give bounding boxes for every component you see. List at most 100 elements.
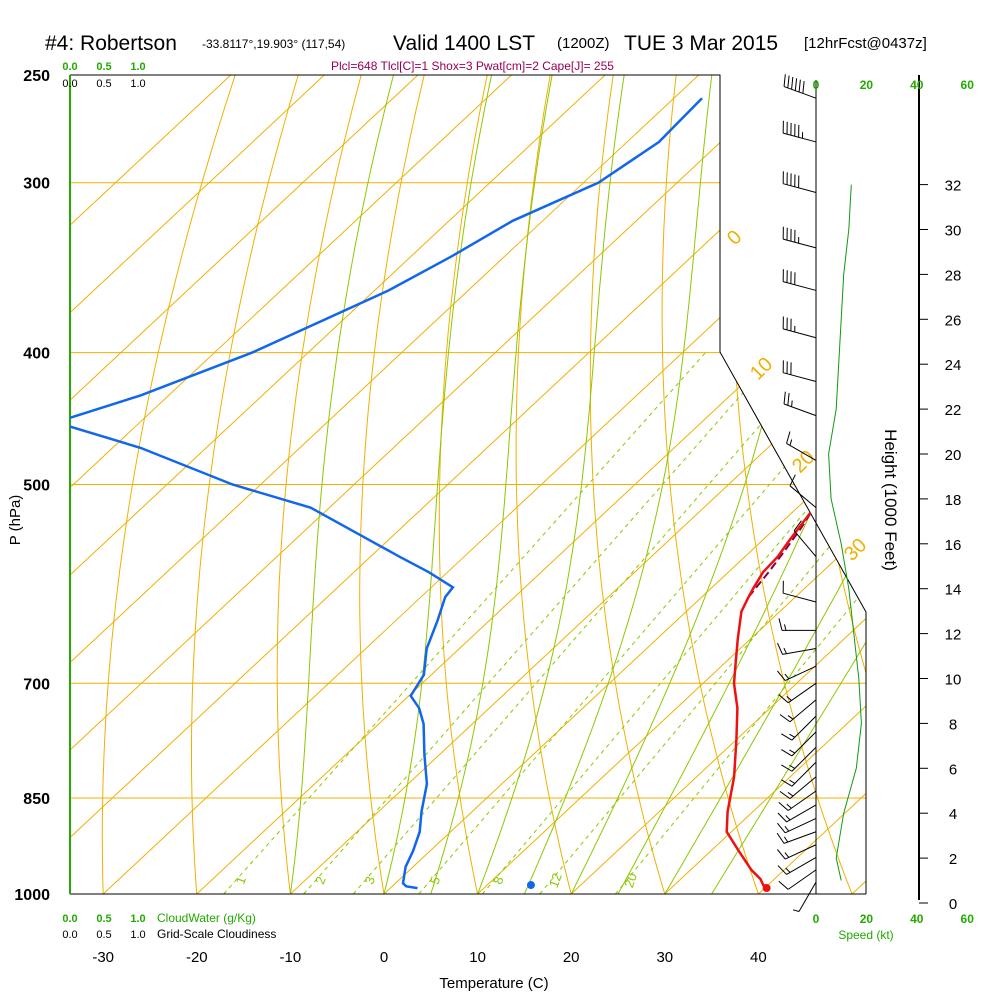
- wind-barb-staff: [791, 731, 817, 757]
- speed-tick-label-bottom: 20: [860, 912, 874, 926]
- isotherm-line: [70, 75, 512, 894]
- wind-barb-staff: [791, 715, 817, 741]
- wind-barb-flag: [789, 474, 796, 487]
- cloudiness-label: Grid-Scale Cloudiness: [157, 927, 276, 941]
- wind-barb: [781, 746, 817, 772]
- wind-barb-staff: [783, 372, 817, 382]
- cloudwater-scale-bottom-label: 1.0: [130, 913, 145, 925]
- wind-barb: [778, 790, 817, 811]
- wind-barb-staff: [783, 238, 817, 249]
- wind-barb-half-flag: [791, 400, 793, 407]
- wind-barb-flag: [787, 393, 790, 406]
- cloudwater-scale-top-label: 0.5: [96, 61, 111, 73]
- pressure-tick-label: 700: [23, 676, 50, 693]
- speed-tick-label-bottom: 40: [910, 912, 924, 926]
- wind-barb: [778, 682, 817, 704]
- height-tick-label: 32: [945, 178, 962, 195]
- wind-barbs: [776, 74, 862, 912]
- wind-barb-half-flag: [783, 836, 789, 843]
- isotherm-line: [851, 75, 866, 894]
- height-tick-label: 10: [945, 672, 962, 689]
- moist-adiabat-line: [523, 75, 713, 894]
- wind-barb-flag: [777, 822, 786, 834]
- station-title: #4: Robertson: [45, 32, 177, 55]
- isotherm-line: [290, 75, 866, 894]
- speed-tick-label-top: 20: [860, 78, 874, 92]
- wind-barb-staff: [786, 804, 817, 823]
- wind-barb-half-flag: [792, 909, 800, 912]
- height-tick-label: 28: [945, 267, 962, 284]
- dry-adiabat-line: [515, 75, 572, 894]
- wind-barb-flag: [787, 75, 790, 88]
- wind-barb-half-flag: [784, 624, 787, 631]
- moist-adiabat-line: [477, 75, 625, 894]
- cloudwater-scale-top-label: 0.0: [62, 61, 77, 73]
- speed-axis-label: Speed (kt): [838, 928, 893, 942]
- wind-barb-staff: [783, 86, 817, 99]
- wind-barb-flag: [783, 391, 786, 405]
- pressure-tick-label: 400: [23, 346, 50, 363]
- wind-barb-flag: [781, 749, 793, 757]
- wind-barb-staff: [787, 682, 817, 704]
- wind-barb-staff: [789, 776, 817, 799]
- wind-barb-staff: [782, 648, 817, 655]
- forecast-date: TUE 3 Mar 2015: [624, 32, 778, 55]
- temperature-tick-label: -10: [280, 949, 302, 966]
- mixing-ratio-label: 20: [621, 871, 640, 890]
- wind-barb: [779, 776, 817, 800]
- isotherm-line: [70, 75, 232, 894]
- mixing-ratio-line: [303, 352, 779, 894]
- cloudiness-scale-top-label: 0.0: [62, 78, 77, 90]
- height-tick-label: 4: [949, 806, 957, 823]
- wind-barb: [776, 831, 817, 844]
- y-axis-label: P (hPa): [7, 495, 24, 546]
- wind-barb-staff: [791, 761, 817, 787]
- wind-barb-staff: [791, 746, 817, 772]
- wind-barb-staff: [786, 857, 817, 875]
- pressure-tick-label: 850: [23, 791, 50, 808]
- speed-tick-label-top: 0: [813, 78, 820, 92]
- wind-barb-staff: [783, 831, 817, 844]
- wind-barb: [777, 857, 817, 875]
- wind-barb-flag: [802, 81, 805, 94]
- wind-barb: [777, 844, 817, 860]
- stability-indices: Plcl=648 Tlcl[C]=1 Shox=3 Pwat[cm]=2 Cap…: [331, 59, 614, 73]
- wind-barb: [781, 731, 817, 757]
- height-tick-label: 26: [945, 312, 962, 329]
- cloudwater-label: CloudWater (g/Kg): [157, 911, 256, 925]
- wind-barb-half-flag: [784, 673, 790, 680]
- wind-barb: [781, 715, 817, 741]
- wind-barb-staff: [784, 844, 817, 860]
- wind-barb-staff: [787, 869, 817, 890]
- isotherm-label-large: 0: [723, 226, 746, 249]
- height-axis-label: Height (1000 Feet): [881, 429, 900, 571]
- wind-barb-flag: [778, 618, 783, 631]
- wind-barb: [782, 120, 817, 143]
- height-tick-label: 8: [949, 716, 957, 733]
- height-tick-label: 6: [949, 761, 957, 778]
- temperature-tick-label: -20: [186, 949, 208, 966]
- dry-adiabat-line: [438, 75, 488, 894]
- wind-barb: [782, 171, 817, 193]
- wind-barb-half-flag: [789, 733, 796, 738]
- cloudwater-scale-top-label: 1.0: [130, 61, 145, 73]
- forecast-run: [12hrFcst@0437z]: [804, 35, 927, 52]
- wind-barb: [786, 431, 817, 461]
- wind-barb-staff: [783, 281, 817, 291]
- height-tick-label: 16: [945, 537, 962, 554]
- wind-barb-flag: [778, 802, 789, 811]
- mixing-ratio-line: [352, 352, 824, 894]
- wind-barb: [789, 474, 817, 509]
- wind-barb: [777, 665, 817, 681]
- temperature-tick-label: -30: [92, 949, 114, 966]
- wind-barb-staff: [783, 183, 817, 193]
- mixing-ratio-label: 12: [546, 871, 565, 890]
- temperature-tick-label: 30: [656, 949, 673, 966]
- plot-frame: [69, 74, 920, 900]
- wind-barb-half-flag: [784, 852, 790, 858]
- wind-barb: [781, 761, 817, 787]
- speed-tick-label-top: 60: [961, 78, 975, 92]
- pressure-tick-label: 250: [23, 68, 50, 85]
